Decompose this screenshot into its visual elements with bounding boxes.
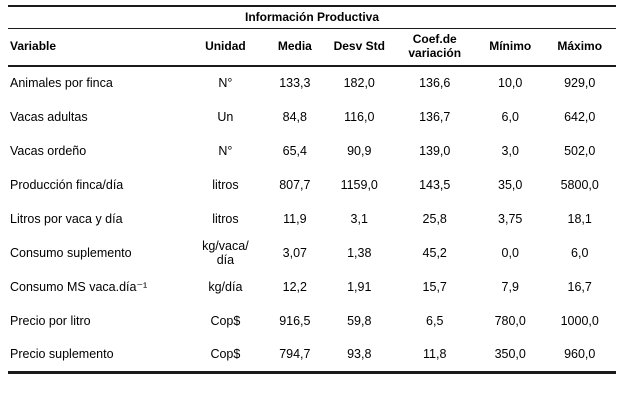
value-cell: 15,7 bbox=[422, 279, 447, 294]
value-cell: 0,0 bbox=[501, 245, 519, 260]
value-cell: 6,0 bbox=[501, 109, 519, 124]
table-row: Consumo suplemento kg/vaca/ día 3,07 1,38 45… bbox=[8, 236, 616, 270]
value-cell: 807,7 bbox=[279, 177, 311, 192]
value-cell: kg/vaca/ día bbox=[202, 238, 249, 267]
value-cell: 5800,0 bbox=[560, 177, 599, 192]
table-row: Vacas adultas Un 84,8 116,0 136,7 6,0 642,0 bbox=[8, 100, 616, 134]
value-cell: 12,2 bbox=[282, 279, 307, 294]
value-cell: 916,5 bbox=[279, 313, 311, 328]
column-header: Unidad bbox=[187, 28, 264, 67]
value-cell: Un bbox=[217, 109, 234, 124]
value-cell: 3,1 bbox=[350, 211, 368, 226]
table-row: Litros por vaca y día litros 11,9 3,1 25,8 3,… bbox=[8, 202, 616, 236]
value-cell: 1,38 bbox=[347, 245, 372, 260]
title-row: Información Productiva bbox=[8, 6, 616, 29]
productive-info-table: Información Productiva Variable Unidad Med… bbox=[8, 5, 616, 374]
value-cell: 929,0 bbox=[564, 76, 596, 91]
variable-cell: Producción finca/día bbox=[10, 177, 124, 192]
table-row: Animales por finca N° 133,3 182,0 136,6 10,0 9… bbox=[8, 66, 616, 100]
value-cell: 6,0 bbox=[571, 245, 589, 260]
value-cell: 794,7 bbox=[279, 347, 311, 362]
column-header: Mínimo bbox=[477, 28, 544, 67]
value-cell: Cop$ bbox=[210, 313, 241, 328]
value-cell: 7,9 bbox=[501, 279, 519, 294]
column-header: Variable bbox=[8, 28, 188, 67]
value-cell: 11,8 bbox=[423, 347, 447, 362]
table-row: Vacas ordeño N° 65,4 90,9 139,0 3,0 502,0 bbox=[8, 134, 616, 168]
table-row: Producción finca/día litros 807,7 1159,0 143… bbox=[8, 168, 616, 202]
table-row: Precio suplemento Cop$ 794,7 93,8 11,8 350,0 9… bbox=[8, 338, 616, 372]
value-cell: 10,0 bbox=[498, 76, 523, 91]
table-title: Información Productiva bbox=[8, 6, 616, 29]
value-cell: 642,0 bbox=[564, 109, 596, 124]
value-cell: 960,0 bbox=[564, 347, 596, 362]
column-header: Coef.de variación bbox=[392, 28, 477, 67]
value-cell: 780,0 bbox=[494, 313, 526, 328]
value-cell: 136,7 bbox=[419, 109, 451, 124]
column-header: Máximo bbox=[543, 28, 616, 67]
value-cell: 139,0 bbox=[419, 143, 451, 158]
value-cell: 18,1 bbox=[567, 211, 592, 226]
value-cell: 3,0 bbox=[501, 143, 519, 158]
value-cell: 84,8 bbox=[282, 109, 307, 124]
variable-cell: Vacas ordeño bbox=[10, 143, 87, 158]
value-cell: 6,5 bbox=[426, 313, 444, 328]
value-cell: litros bbox=[212, 177, 239, 192]
value-cell: 3,75 bbox=[498, 211, 523, 226]
table-row: Consumo MS vaca.día⁻¹ kg/día 12,2 1,91 15,7 7… bbox=[8, 270, 616, 304]
value-cell: kg/día bbox=[208, 279, 243, 294]
value-cell: 182,0 bbox=[343, 76, 375, 91]
value-cell: 350,0 bbox=[494, 347, 526, 362]
value-cell: 3,07 bbox=[282, 245, 307, 260]
value-cell: 59,8 bbox=[347, 313, 372, 328]
variable-cell: Consumo suplemento bbox=[10, 245, 132, 260]
value-cell: 45,2 bbox=[422, 245, 447, 260]
value-cell: 35,0 bbox=[498, 177, 523, 192]
value-cell: N° bbox=[218, 143, 233, 158]
value-cell: 65,4 bbox=[282, 143, 307, 158]
value-cell: 502,0 bbox=[564, 143, 596, 158]
value-cell: N° bbox=[218, 76, 233, 91]
value-cell: 93,8 bbox=[347, 347, 372, 362]
value-cell: 25,8 bbox=[422, 211, 447, 226]
value-cell: Cop$ bbox=[210, 347, 241, 362]
value-cell: 11,9 bbox=[283, 211, 307, 226]
value-cell: 1159,0 bbox=[340, 177, 378, 192]
variable-cell: Litros por vaca y día bbox=[10, 211, 123, 226]
value-cell: litros bbox=[212, 211, 239, 226]
column-header: Desv Std bbox=[326, 28, 393, 67]
column-header: Media bbox=[263, 28, 327, 67]
value-cell: 90,9 bbox=[347, 143, 372, 158]
value-cell: 1,91 bbox=[347, 279, 372, 294]
table-row: Precio por litro Cop$ 916,5 59,8 6,5 780,0 100… bbox=[8, 304, 616, 338]
table-body: Animales por finca N° 133,3 182,0 136,6 10,0 9… bbox=[8, 66, 616, 372]
header-row: Variable Unidad Media Desv Std Coef.de varia… bbox=[8, 28, 616, 67]
value-cell: 116,0 bbox=[344, 109, 375, 124]
value-cell: 133,3 bbox=[279, 76, 311, 91]
variable-cell: Precio suplemento bbox=[10, 347, 114, 362]
variable-cell: Precio por litro bbox=[10, 313, 91, 328]
value-cell: 1000,0 bbox=[560, 313, 599, 328]
variable-cell: Consumo MS vaca.día⁻¹ bbox=[10, 279, 148, 294]
variable-cell: Animales por finca bbox=[10, 76, 113, 91]
value-cell: 136,6 bbox=[419, 76, 451, 91]
variable-cell: Vacas adultas bbox=[10, 109, 88, 124]
value-cell: 16,7 bbox=[567, 279, 592, 294]
value-cell: 143,5 bbox=[419, 177, 451, 192]
